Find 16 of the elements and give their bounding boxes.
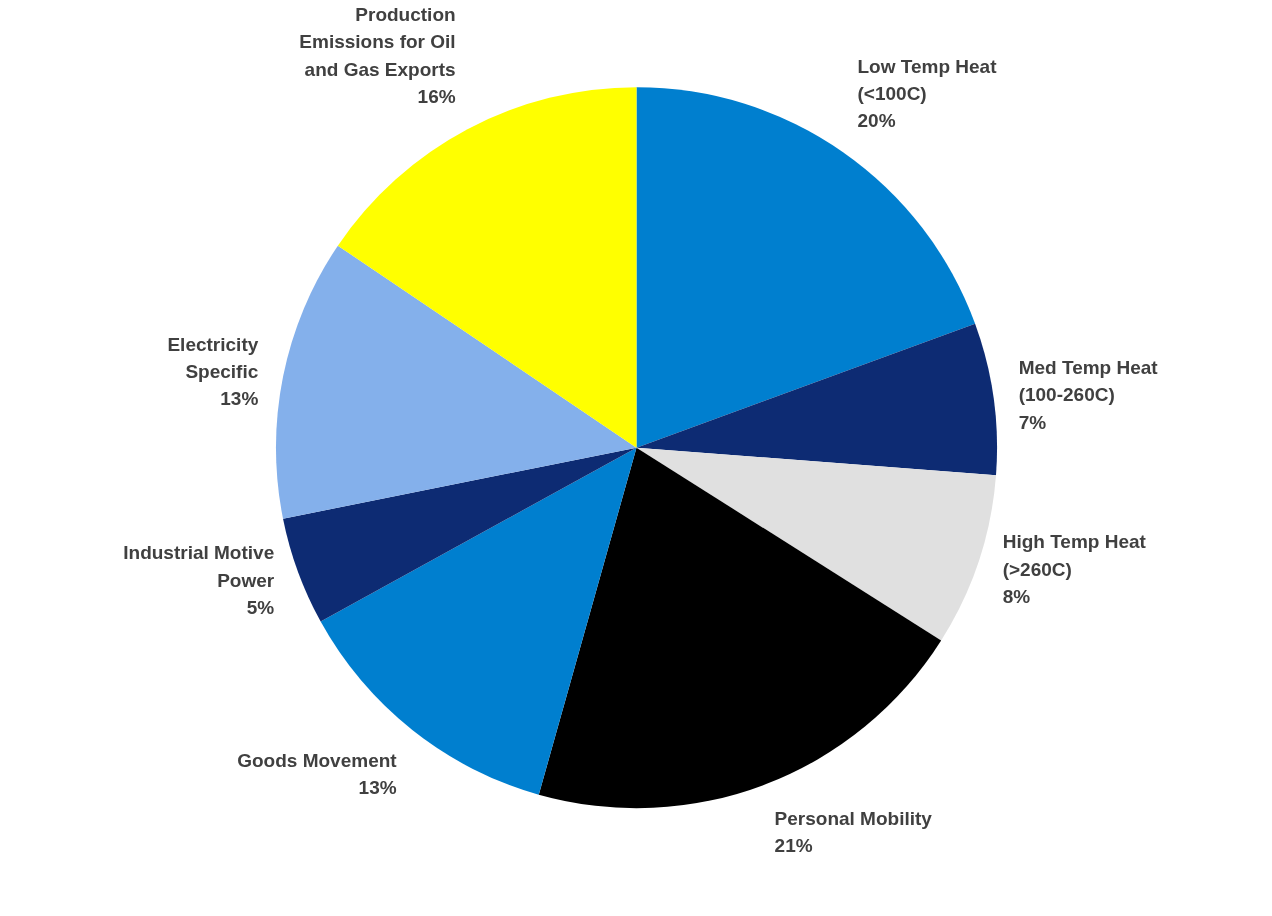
slice-label: Low Temp Heat (<100C) xyxy=(857,55,998,105)
slice-label: Goods Movement xyxy=(237,749,398,771)
data-label: 21% xyxy=(774,835,813,857)
slice-label: Personal Mobility xyxy=(774,808,933,829)
data-label: 7% xyxy=(1018,411,1047,433)
data-label: 8% xyxy=(1002,585,1031,607)
slice-label: Industrial Motive Power xyxy=(123,542,275,591)
slice-label: Production Emissions for Oil and Gas Exports xyxy=(299,3,456,80)
data-label: 13% xyxy=(220,388,259,410)
data-label: 20% xyxy=(857,110,896,132)
data-label: 16% xyxy=(417,85,456,107)
slice-label: High Temp Heat (>260C) xyxy=(1002,531,1147,580)
data-label: 13% xyxy=(358,777,397,799)
data-label: 5% xyxy=(246,597,275,619)
slice-label: Med Temp Heat (100-260C) xyxy=(1018,357,1159,406)
slice-label: Electricity Specific xyxy=(167,333,259,383)
